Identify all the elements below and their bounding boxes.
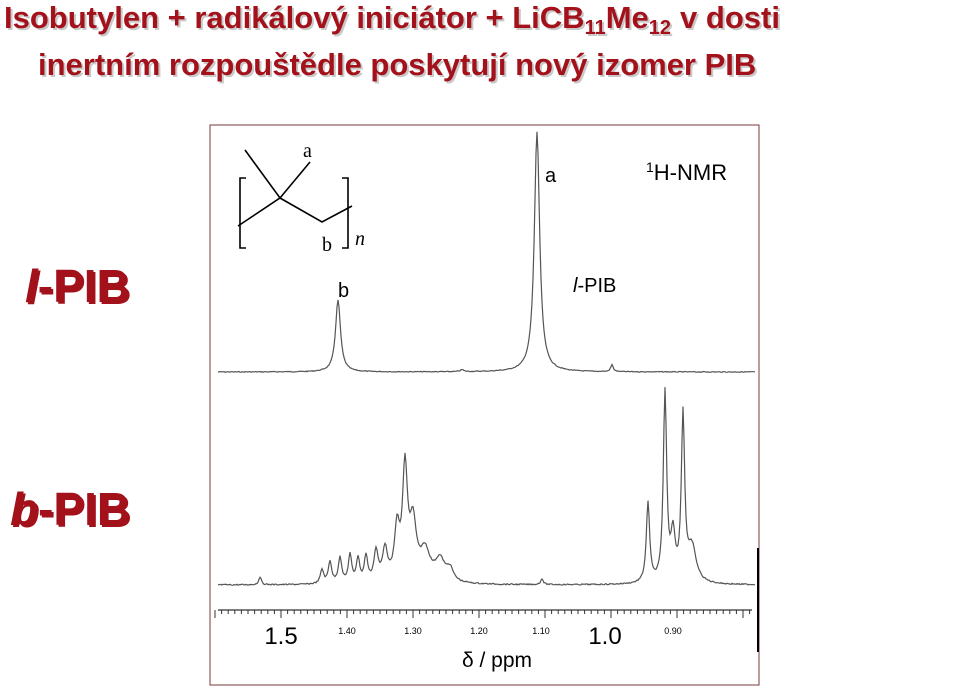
side-label-suffix: -PIB xyxy=(38,483,130,535)
method-label: 1H-NMR xyxy=(646,159,727,185)
title-text: v dosti xyxy=(680,0,780,35)
title-line1: Isobutylen + radikálový iniciátor + LiCB… xyxy=(4,0,780,39)
side-label-prefix: b xyxy=(10,483,38,535)
side-label-prefix: l xyxy=(25,260,39,312)
title-line1-shadow: Isobutylen + radikálový iniciátor + LiCB… xyxy=(6,2,782,41)
side-label-shadow: l-PIB xyxy=(27,262,132,314)
side-label-suffix: -PIB xyxy=(40,485,132,537)
title-line2-shadow: inertním rozpouštědle poskytují nový izo… xyxy=(40,49,758,84)
axis-minor-label: 1.40 xyxy=(338,626,356,636)
structure-label: a xyxy=(303,140,312,162)
title-shadow: Isobutylen + radikálový iniciátor + LiCB… xyxy=(6,2,782,84)
sample-label: l-PIB xyxy=(573,275,616,297)
axis-minor-label: 1.30 xyxy=(404,626,422,636)
method-superscript: 1 xyxy=(646,159,654,175)
title-text: Me xyxy=(608,2,651,37)
peak-label: a xyxy=(545,165,557,187)
axis-minor-label: 0.90 xyxy=(664,626,682,636)
title-text: v dosti xyxy=(682,2,782,37)
peak-label: b xyxy=(338,280,349,302)
axis-minor-label: 1.20 xyxy=(470,626,488,636)
title-subscript: 12 xyxy=(649,17,671,39)
side-label-prefix: b xyxy=(12,485,40,537)
title-text: Isobutylen + radikálový iniciátor + LiCB xyxy=(4,0,585,35)
axis-minor-label: 1.10 xyxy=(532,626,550,636)
side-label-prefix: l xyxy=(27,262,41,314)
structure-label: n xyxy=(355,228,365,250)
title-subscript: 11 xyxy=(587,19,608,41)
spectrum-trace xyxy=(217,131,755,374)
axis-major-label: 1.5 xyxy=(264,623,297,650)
title-text: Me xyxy=(606,0,649,35)
structure xyxy=(237,149,353,249)
nmr-figure: a b n a b 1H-NMR l-PIB 1.5 1.0 1.40 1.30… xyxy=(209,124,760,686)
side-label: b-PIB xyxy=(10,483,130,535)
title-line2: inertním rozpouštědle poskytují nový izo… xyxy=(38,47,756,82)
spectrum-trace xyxy=(217,387,756,586)
side-label-suffix: -PIB xyxy=(40,262,132,314)
side-label: l-PIB xyxy=(25,260,130,312)
bracket-right xyxy=(342,177,349,249)
method-text: H-NMR xyxy=(654,160,727,185)
axis-major-label: 1.0 xyxy=(588,623,621,650)
title-subscript: 12 xyxy=(651,19,673,41)
side-label-suffix: -PIB xyxy=(38,260,130,312)
figure-frame xyxy=(209,124,760,686)
side-label-shadow: b-PIB xyxy=(12,485,132,537)
bonds xyxy=(237,149,353,227)
sample-prefix: l xyxy=(573,275,578,297)
title-subscript: 11 xyxy=(585,17,606,39)
structure-label: b xyxy=(322,234,332,256)
sample-suffix: -PIB xyxy=(577,275,616,297)
title-text: Isobutylen + radikálový iniciátor + LiCB xyxy=(6,2,587,37)
axis-title: δ / ppm xyxy=(462,649,532,672)
bracket-left xyxy=(239,177,246,249)
